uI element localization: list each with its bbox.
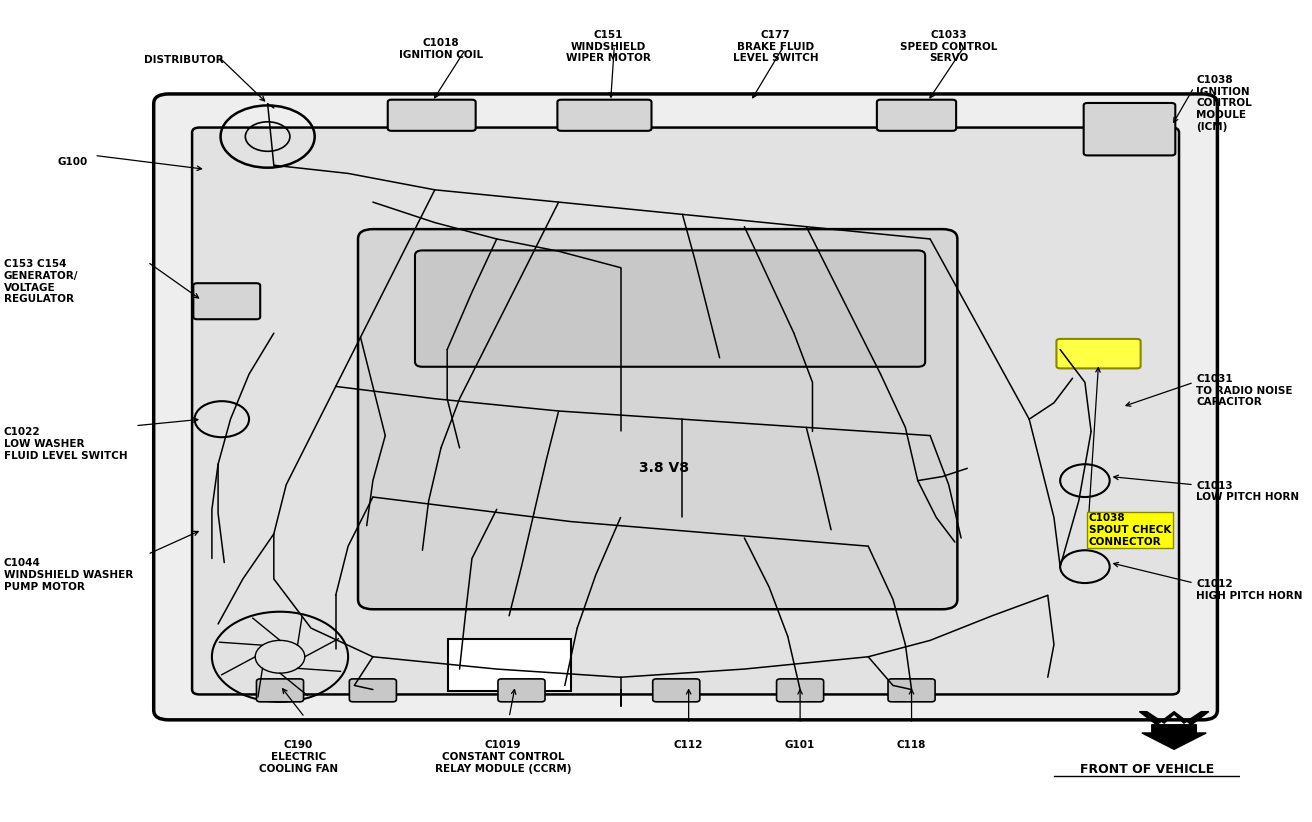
FancyBboxPatch shape <box>888 679 935 702</box>
Text: C1038
IGNITION
CONTROL
MODULE
(ICM): C1038 IGNITION CONTROL MODULE (ICM) <box>1197 75 1252 132</box>
FancyBboxPatch shape <box>388 99 476 131</box>
Polygon shape <box>1139 712 1208 725</box>
Text: C1019
CONSTANT CONTROL
RELAY MODULE (CCRM): C1019 CONSTANT CONTROL RELAY MODULE (CCR… <box>434 741 571 774</box>
Text: C153 C154
GENERATOR/
VOLTAGE
REGULATOR: C153 C154 GENERATOR/ VOLTAGE REGULATOR <box>4 260 79 304</box>
FancyBboxPatch shape <box>256 679 303 702</box>
Text: G100: G100 <box>58 157 88 167</box>
FancyBboxPatch shape <box>193 284 260 319</box>
FancyBboxPatch shape <box>653 679 699 702</box>
FancyBboxPatch shape <box>499 679 544 702</box>
Text: DISTRIBUTOR: DISTRIBUTOR <box>144 54 223 65</box>
FancyBboxPatch shape <box>876 99 956 131</box>
FancyBboxPatch shape <box>349 679 396 702</box>
Text: C1033
SPEED CONTROL
SERVO: C1033 SPEED CONTROL SERVO <box>900 30 997 63</box>
FancyBboxPatch shape <box>777 679 824 702</box>
Text: C118: C118 <box>897 741 926 750</box>
Text: FRONT OF VEHICLE: FRONT OF VEHICLE <box>1080 763 1214 775</box>
Text: C1018
IGNITION COIL: C1018 IGNITION COIL <box>399 39 483 60</box>
FancyBboxPatch shape <box>415 251 925 367</box>
Text: C1044
WINDSHIELD WASHER
PUMP MOTOR: C1044 WINDSHIELD WASHER PUMP MOTOR <box>4 558 133 592</box>
FancyBboxPatch shape <box>449 639 571 691</box>
FancyBboxPatch shape <box>154 94 1218 720</box>
Text: C151
WINDSHIELD
WIPER MOTOR: C151 WINDSHIELD WIPER MOTOR <box>565 30 651 63</box>
FancyBboxPatch shape <box>192 127 1179 695</box>
Text: G101: G101 <box>785 741 815 750</box>
Polygon shape <box>1141 725 1206 750</box>
FancyBboxPatch shape <box>1084 103 1176 155</box>
Text: C1031
TO RADIO NOISE
CAPACITOR: C1031 TO RADIO NOISE CAPACITOR <box>1197 374 1292 408</box>
Text: C1022
LOW WASHER
FLUID LEVEL SWITCH: C1022 LOW WASHER FLUID LEVEL SWITCH <box>4 427 127 460</box>
Text: 3.8 V8: 3.8 V8 <box>639 461 689 475</box>
Text: C177
BRAKE FLUID
LEVEL SWITCH: C177 BRAKE FLUID LEVEL SWITCH <box>732 30 819 63</box>
FancyBboxPatch shape <box>558 99 652 131</box>
Text: C1013
LOW PITCH HORN: C1013 LOW PITCH HORN <box>1197 481 1299 502</box>
FancyBboxPatch shape <box>358 229 958 609</box>
Text: C190
ELECTRIC
COOLING FAN: C190 ELECTRIC COOLING FAN <box>258 741 338 774</box>
Text: C1038
SPOUT CHECK
CONNECTOR: C1038 SPOUT CHECK CONNECTOR <box>1089 514 1172 547</box>
Text: C1012
HIGH PITCH HORN: C1012 HIGH PITCH HORN <box>1197 579 1303 601</box>
Text: C112: C112 <box>674 741 703 750</box>
FancyBboxPatch shape <box>1056 339 1140 368</box>
